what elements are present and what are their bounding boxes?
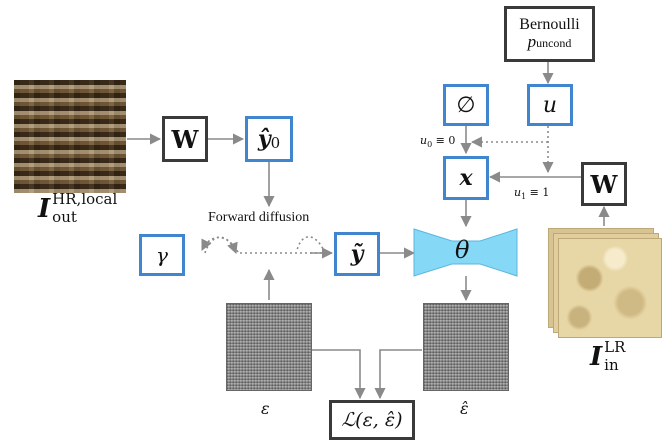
theta-network-shape xyxy=(413,228,518,277)
noise-epsilon-hat-image xyxy=(423,303,509,391)
ytilde-box: ỹ xyxy=(334,232,380,276)
label-u0: u0 ≡ 0 xyxy=(420,134,456,150)
theta-label: θ xyxy=(455,236,470,264)
arrow-epshat-to-loss xyxy=(374,349,422,400)
u-box: u xyxy=(527,84,573,126)
image-lr-front xyxy=(558,238,662,338)
label-i-in: I LR in xyxy=(590,338,626,374)
dotted-curve-left xyxy=(201,236,239,253)
w-matrix-box-left: W xyxy=(162,116,208,162)
gamma-box: γ xyxy=(139,234,185,276)
bernoulli-box: Bernoulli puncond xyxy=(504,6,595,62)
noise-epsilon-image xyxy=(226,303,312,391)
loss-box: ℒ(ε, ε̂) xyxy=(329,400,415,440)
dotted-curve-2 xyxy=(296,236,326,254)
label-epsilon: ε xyxy=(261,399,270,418)
image-hr-local xyxy=(14,80,126,193)
label-u1: u1 ≡ 1 xyxy=(514,186,550,202)
x-box: x xyxy=(443,156,489,200)
arrow-epsilon-to-loss xyxy=(312,349,366,400)
label-epsilon-hat: ε̂ xyxy=(460,399,469,418)
w-matrix-box-right: W xyxy=(581,162,627,206)
empty-set-box: ∅ xyxy=(443,84,489,126)
label-forward-diffusion: Forward diffusion xyxy=(208,210,310,225)
label-i-out: I HR,local out xyxy=(38,190,118,226)
dotted-curve-1 xyxy=(204,236,238,255)
